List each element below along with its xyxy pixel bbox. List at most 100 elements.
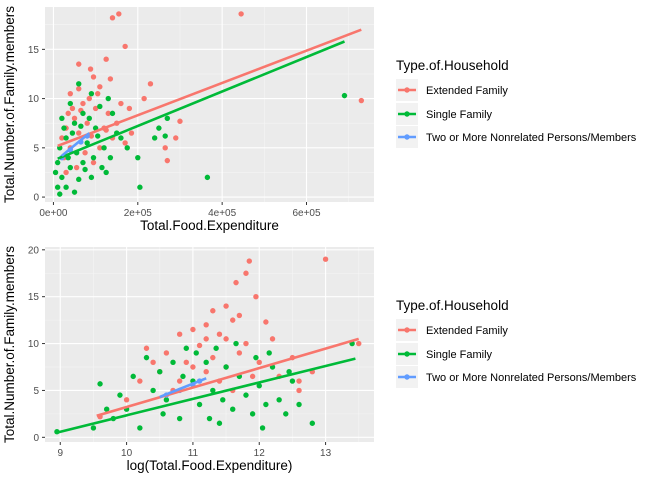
data-point: [210, 354, 216, 361]
data-point: [76, 81, 82, 87]
data-point: [116, 11, 122, 17]
data-point: [59, 174, 65, 181]
data-point: [249, 373, 256, 380]
y-tick-label: 0: [33, 193, 39, 204]
data-point: [123, 397, 130, 403]
data-point: [137, 425, 143, 431]
data-point: [176, 415, 183, 422]
data-point: [122, 43, 128, 50]
data-point: [356, 340, 362, 347]
data-point: [223, 364, 229, 370]
data-point: [67, 90, 74, 97]
data-point: [162, 133, 168, 139]
data-point: [109, 110, 116, 117]
data-point: [203, 368, 209, 375]
legend-label: Extended Family: [426, 325, 508, 337]
data-point: [296, 401, 302, 408]
data-point: [78, 123, 84, 129]
data-point: [97, 103, 103, 110]
data-point: [52, 169, 59, 176]
x-tick-label: 12: [254, 448, 266, 459]
data-point: [54, 184, 61, 190]
series-single-family: [54, 340, 355, 435]
fit-line: [96, 337, 360, 418]
x-tick-label: 9: [57, 448, 63, 459]
data-point: [61, 125, 67, 131]
data-point: [95, 133, 101, 139]
fit-line: [57, 40, 345, 160]
data-point: [103, 406, 110, 412]
data-point: [230, 317, 236, 323]
data-point: [122, 140, 128, 146]
data-point: [86, 95, 92, 102]
data-point: [180, 373, 186, 380]
data-point: [296, 378, 302, 384]
x-tick-label: 13: [320, 448, 332, 459]
data-point: [80, 159, 86, 166]
data-point: [243, 340, 249, 347]
data-point: [65, 110, 71, 117]
data-point: [63, 169, 69, 176]
data-point: [210, 387, 216, 394]
data-point: [193, 350, 199, 356]
data-point: [69, 105, 76, 112]
data-point: [103, 56, 109, 62]
data-point: [82, 166, 88, 173]
data-point: [92, 105, 99, 112]
y-tick-label: 15: [28, 45, 40, 56]
data-point: [80, 110, 86, 117]
data-point: [63, 184, 69, 190]
data-point: [216, 420, 223, 426]
data-point: [137, 378, 143, 384]
chart-panel-2: 9 10 11 12 13 0 5 10 15 20 log(Total.Food.Expendit…: [2, 245, 637, 473]
data-point: [76, 86, 82, 92]
data-point: [126, 105, 133, 112]
data-point: [109, 15, 116, 21]
data-point: [84, 120, 90, 126]
data-point: [243, 270, 249, 276]
data-point: [71, 120, 78, 126]
data-point: [230, 406, 236, 412]
data-point: [57, 191, 63, 197]
y-tick-label: 5: [33, 386, 39, 397]
data-point: [76, 176, 82, 183]
data-point: [263, 319, 269, 325]
y-tick-label: 10: [28, 94, 40, 105]
data-point: [204, 174, 211, 181]
data-point: [118, 135, 124, 141]
data-point: [206, 415, 213, 422]
fit-line: [159, 377, 207, 399]
data-point: [97, 145, 103, 151]
y-tick-label: 20: [28, 245, 40, 256]
data-point: [276, 397, 282, 403]
x-tick-label: 2e+05: [124, 208, 153, 219]
data-point: [143, 345, 150, 351]
data-point: [157, 368, 163, 375]
data-point: [76, 61, 82, 67]
data-point: [246, 258, 252, 264]
data-point: [143, 354, 150, 361]
data-point: [160, 411, 166, 417]
data-point: [322, 256, 329, 262]
y-tick-label: 10: [28, 339, 40, 350]
legend-title: Type.of.Household: [396, 298, 509, 313]
data-point: [256, 383, 262, 389]
data-point: [128, 130, 135, 136]
data-point: [90, 74, 97, 80]
data-point: [170, 359, 176, 366]
data-point: [97, 381, 103, 387]
data-point: [213, 345, 219, 351]
legend-label: Two or More Nonrelated Persons/Members: [426, 372, 637, 384]
data-point: [101, 145, 107, 151]
data-point: [59, 135, 65, 141]
data-point: [176, 331, 183, 337]
data-point: [256, 359, 262, 366]
data-point: [259, 425, 266, 431]
data-point: [124, 145, 130, 151]
x-axis-title: Total.Food.Expenditure: [140, 218, 279, 233]
data-point: [223, 303, 229, 309]
data-point: [163, 397, 170, 403]
data-point: [223, 336, 229, 342]
data-point: [150, 359, 156, 366]
